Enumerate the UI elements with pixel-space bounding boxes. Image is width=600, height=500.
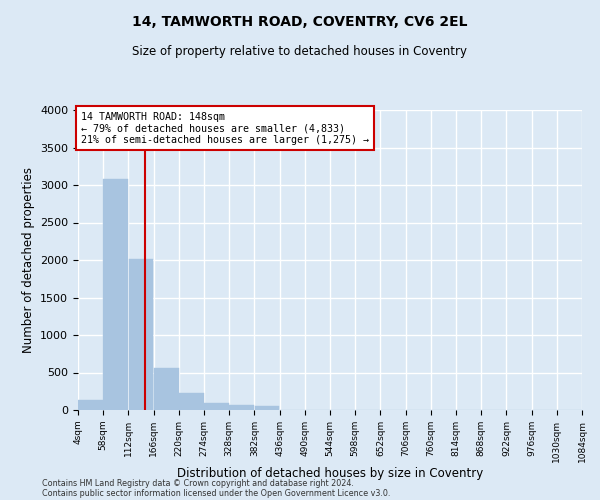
Text: Size of property relative to detached houses in Coventry: Size of property relative to detached ho… (133, 45, 467, 58)
Y-axis label: Number of detached properties: Number of detached properties (22, 167, 35, 353)
Bar (229, 405, 254, 410)
Text: 14, TAMWORTH ROAD, COVENTRY, CV6 2EL: 14, TAMWORTH ROAD, COVENTRY, CV6 2EL (132, 15, 468, 29)
Bar (204, 402, 229, 410)
X-axis label: Distribution of detached houses by size in Coventry: Distribution of detached houses by size … (177, 468, 483, 480)
Text: Contains public sector information licensed under the Open Government Licence v3: Contains public sector information licen… (42, 488, 391, 498)
Bar (78, 400, 103, 410)
Bar (154, 368, 179, 410)
Bar (103, 179, 128, 410)
Bar (179, 393, 204, 410)
Bar (128, 258, 154, 410)
Text: Contains HM Land Registry data © Crown copyright and database right 2024.: Contains HM Land Registry data © Crown c… (42, 478, 354, 488)
Bar (254, 406, 280, 410)
Text: 14 TAMWORTH ROAD: 148sqm
← 79% of detached houses are smaller (4,833)
21% of sem: 14 TAMWORTH ROAD: 148sqm ← 79% of detach… (80, 112, 368, 144)
